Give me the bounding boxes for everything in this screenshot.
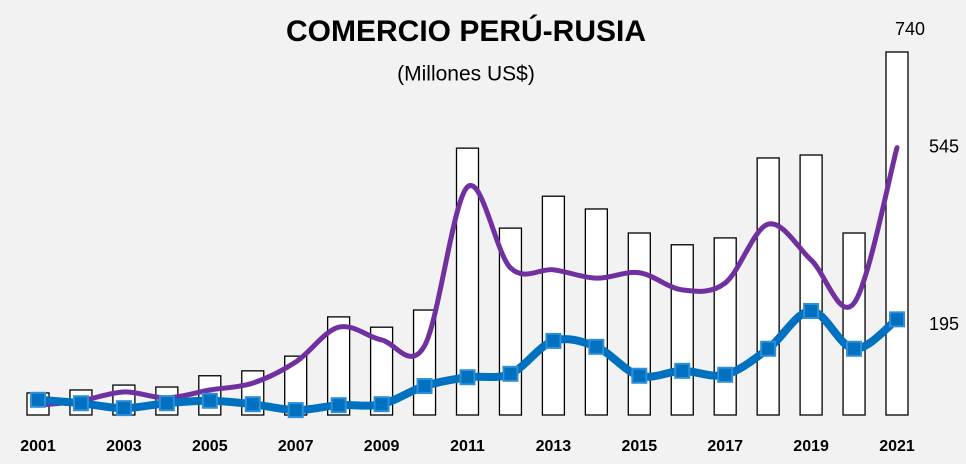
data-label: 545 — [929, 136, 959, 156]
marker — [416, 378, 433, 395]
bar — [584, 208, 608, 416]
bar — [670, 244, 694, 416]
data-label: 740 — [895, 19, 925, 39]
marker — [545, 332, 562, 349]
x-tick-label: 2017 — [707, 438, 743, 455]
x-tick-label: 2019 — [793, 438, 829, 455]
x-tick-label: 2005 — [192, 438, 228, 455]
marker — [201, 392, 218, 409]
bar — [369, 326, 394, 416]
marker — [803, 303, 820, 320]
marker — [760, 340, 777, 357]
x-tick-label: 2007 — [278, 438, 314, 455]
chart-subtitle: (Millones US$) — [397, 63, 535, 86]
line — [35, 145, 900, 408]
bar — [885, 51, 909, 416]
bar — [799, 154, 823, 416]
marker — [631, 367, 648, 384]
x-tick-label: 2013 — [536, 438, 572, 455]
marker — [72, 395, 89, 412]
bar — [713, 237, 737, 416]
marker — [588, 338, 605, 355]
data-label: 195 — [929, 314, 959, 334]
bar — [627, 232, 651, 416]
marker — [846, 340, 863, 357]
x-tick-label: 2001 — [20, 438, 56, 455]
marker — [717, 366, 734, 383]
bar — [455, 147, 480, 416]
marker — [330, 397, 347, 414]
marker — [115, 400, 132, 417]
marker — [373, 396, 390, 413]
marker — [889, 311, 905, 328]
marker — [244, 396, 261, 413]
x-tick-label: 2009 — [364, 438, 400, 455]
x-tick-label: 2003 — [106, 438, 142, 455]
x-tick-label: 2021 — [879, 438, 915, 455]
bar — [756, 157, 780, 416]
x-tick-label: 2011 — [450, 438, 485, 455]
chart-title: COMERCIO PERÚ-RUSIA — [286, 14, 646, 48]
bar — [842, 232, 866, 416]
marker — [502, 365, 519, 382]
marker — [30, 391, 46, 408]
marker — [287, 402, 304, 419]
marker — [674, 362, 691, 379]
marker — [459, 369, 476, 386]
bar — [326, 316, 351, 416]
bar — [541, 195, 566, 416]
x-tick-label: 2015 — [622, 438, 658, 455]
marker — [158, 395, 175, 412]
